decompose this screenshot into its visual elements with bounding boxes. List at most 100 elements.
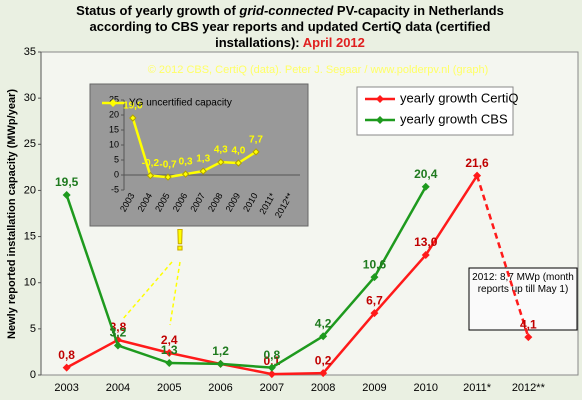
marker (473, 171, 482, 180)
y-tick-label: 25 (109, 94, 119, 104)
line-segment (66, 338, 119, 369)
y-tick-label: 0 (30, 369, 36, 381)
value-label: 19,5 (55, 175, 79, 189)
x-tick-label: 2004 (106, 382, 130, 394)
x-tick-label: 2008 (311, 382, 335, 394)
y-tick-label: 15 (109, 124, 119, 134)
value-label: -0,7 (159, 160, 177, 171)
value-label: 13,0 (414, 235, 438, 249)
value-label: 0,8 (58, 348, 75, 362)
x-tick-label: 2006 (208, 382, 232, 394)
marker (216, 359, 225, 368)
marker (62, 363, 71, 372)
line-segment (117, 338, 170, 355)
marker (165, 359, 174, 368)
y-tick-label: 20 (109, 109, 119, 119)
value-label: 4,0 (231, 146, 245, 157)
line-segment (322, 276, 376, 338)
marker (129, 114, 137, 122)
x-tick-label: 2010 (414, 382, 438, 394)
line-segment (168, 351, 221, 366)
line-segment (322, 312, 376, 374)
value-label: 7,7 (249, 135, 263, 146)
value-label: 3,2 (110, 326, 127, 340)
marker (267, 370, 276, 379)
value-label: 1,3 (196, 154, 210, 165)
exclamation: ! (175, 224, 185, 257)
value-label: 0,2 (315, 353, 332, 367)
value-label: 10,6 (363, 257, 387, 271)
y-tick-label: -5 (111, 184, 119, 194)
line-segment (202, 160, 222, 173)
line-segment (131, 117, 152, 176)
value-label: 21,6 (465, 156, 489, 170)
title-part: PV-capacity in Netherlands according to … (89, 3, 504, 50)
marker (146, 171, 155, 180)
title-part: April 2012 (302, 35, 365, 50)
y-tick-label: 10 (109, 139, 119, 149)
value-label: 0,8 (264, 348, 281, 362)
legend-label: yearly growth CBS (400, 111, 508, 126)
marker (267, 363, 276, 372)
y-tick-label: 25 (24, 138, 36, 150)
marker (199, 167, 207, 175)
x-tick-label: 2009 (362, 382, 386, 394)
x-tick-label: 2012** (512, 382, 546, 394)
line-segment (65, 194, 120, 346)
x-tick-label: 2003 (54, 382, 78, 394)
marker (421, 251, 430, 260)
x-tick-label: 2007 (260, 382, 284, 394)
line-segment (373, 186, 427, 278)
marker (370, 273, 379, 282)
x-tick-label: 2011* (463, 382, 492, 394)
legend-marker (109, 99, 117, 107)
line-segment (373, 254, 427, 314)
line-segment (271, 335, 324, 369)
y-tick-label: 15 (24, 230, 36, 242)
marker (319, 369, 328, 378)
marker (62, 191, 71, 200)
title-part: Status of yearly growth of (76, 3, 240, 18)
marker (234, 159, 243, 167)
note-holder: 2012: 8,7 MWp (month reports up till May… (472, 272, 574, 295)
legend-marker (376, 116, 384, 124)
marker (181, 170, 190, 178)
line-segment (169, 361, 221, 366)
note: 2012: 8,7 MWp (month reports up till May… (472, 272, 574, 295)
value-label: 4,1 (520, 317, 537, 331)
y-tick-label: 35 (24, 46, 36, 58)
marker (113, 341, 122, 350)
y-tick-label: 5 (30, 323, 36, 335)
marker (421, 182, 430, 191)
marker (319, 332, 328, 341)
credit: © 2012 CBS, CertiQ (data). Peter J. Sega… (148, 64, 489, 76)
value-label: 1,3 (161, 343, 178, 357)
line-segment (117, 344, 170, 365)
line-segment (475, 175, 530, 338)
line-segment (271, 371, 324, 376)
legend-marker (376, 95, 384, 103)
marker (164, 173, 172, 181)
value-label: 19,0 (123, 101, 143, 112)
value-label: 20,4 (414, 167, 438, 181)
y-tick-label: 20 (24, 184, 36, 196)
legend-label: yearly growth CertiQ (400, 90, 518, 105)
y-tick-label: 30 (24, 92, 36, 104)
value-label: 4,3 (214, 145, 228, 156)
inset-bg (89, 83, 309, 227)
arrow (169, 261, 181, 326)
y-axis-label: Newly reported installation capacity (MW… (6, 89, 18, 339)
title-part: grid-connected (239, 3, 334, 18)
marker (370, 309, 379, 318)
arrow (121, 261, 173, 321)
line-segment (237, 150, 257, 165)
marker (252, 148, 260, 156)
value-label: 2,4 (161, 333, 178, 347)
value-label: -0,2 (142, 158, 160, 169)
line-segment (424, 174, 479, 256)
value-label: 1,2 (212, 344, 229, 358)
y-tick-label: 10 (24, 277, 36, 289)
legend-label: YG uncertified capacity (129, 98, 232, 109)
